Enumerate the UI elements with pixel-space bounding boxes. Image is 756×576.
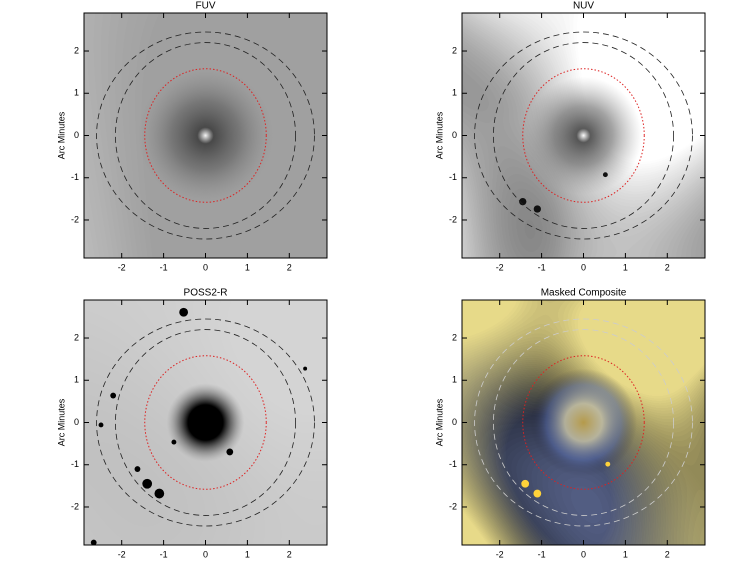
aperture-mid [115, 329, 296, 516]
galaxy-core [525, 76, 642, 195]
y-tick-label: 1 [452, 88, 457, 98]
panel: POSS2-R Arc Minutes -2 -1 0 1 2 -2 -1 0 1 2 [56, 288, 328, 559]
star [142, 478, 153, 489]
star [110, 392, 117, 399]
y-tick-label: 0 [74, 130, 79, 140]
aperture-inner [144, 68, 267, 203]
y-tick-label: 0 [452, 417, 457, 427]
x-tick-label: 0 [581, 549, 586, 559]
image [84, 13, 327, 258]
y-tick-label: 2 [452, 45, 457, 55]
y-tick-label: 0 [74, 417, 79, 427]
x-tick-label: 2 [287, 549, 292, 559]
star [171, 439, 177, 445]
image [462, 300, 705, 545]
star [154, 488, 165, 499]
star [519, 197, 527, 206]
galaxy-core [137, 66, 274, 205]
star [134, 466, 141, 472]
panel: Masked Composite Arc Minutes -2 -1 0 1 2 -2 -1 0 1… [434, 288, 706, 559]
x-tick-label: 2 [665, 262, 670, 272]
panel-title: POSS2-R [184, 288, 228, 299]
y-tick-label: -2 [449, 501, 457, 511]
aperture-outer [474, 31, 693, 240]
y-tick-label: -2 [71, 214, 79, 224]
star [303, 366, 308, 371]
y-axis-label: Arc Minutes [56, 111, 66, 159]
y-tick-label: 2 [452, 332, 457, 342]
y-tick-label: -1 [449, 459, 457, 469]
aperture-outer [474, 318, 693, 527]
image-content [462, 300, 705, 545]
star [521, 479, 530, 488]
x-tick-label: 1 [623, 549, 628, 559]
x-tick-label: -2 [496, 549, 504, 559]
y-axis-label: Arc Minutes [434, 111, 444, 159]
star [90, 539, 97, 545]
star [98, 422, 104, 428]
aperture-mid [115, 42, 296, 229]
star [226, 448, 234, 456]
aperture-inner [522, 68, 645, 203]
x-tick-label: -2 [118, 262, 126, 272]
x-tick-label: -1 [538, 262, 546, 272]
panel: FUV Arc Minutes -2 -1 0 1 2 -2 -1 0 1 2 [56, 1, 328, 272]
x-tick-label: 2 [665, 549, 670, 559]
star [602, 172, 608, 178]
y-tick-label: -2 [71, 501, 79, 511]
x-tick-label: 0 [203, 262, 208, 272]
image-content [84, 300, 327, 545]
star [605, 461, 611, 467]
y-tick-label: -1 [71, 459, 79, 469]
image-content [84, 13, 327, 258]
aperture-outer [96, 318, 315, 527]
y-tick-label: 1 [74, 88, 79, 98]
panel-title: NUV [573, 1, 594, 12]
star [533, 489, 542, 498]
x-tick-label: -1 [160, 262, 168, 272]
x-tick-label: -1 [160, 549, 168, 559]
x-tick-label: -2 [118, 549, 126, 559]
image-content [462, 13, 705, 258]
x-tick-label: 1 [245, 262, 250, 272]
aperture-inner [144, 355, 267, 490]
y-tick-label: 2 [74, 332, 79, 342]
star [533, 205, 541, 213]
y-tick-label: 0 [452, 130, 457, 140]
x-tick-label: 1 [623, 262, 628, 272]
x-tick-label: -2 [496, 262, 504, 272]
y-axis-label: Arc Minutes [56, 398, 66, 446]
y-axis-label: Arc Minutes [434, 398, 444, 446]
y-tick-label: 2 [74, 45, 79, 55]
panel-title: FUV [196, 1, 216, 12]
aperture-mid [493, 329, 674, 516]
x-tick-label: -1 [538, 549, 546, 559]
x-tick-label: 1 [245, 549, 250, 559]
image [462, 13, 705, 258]
y-tick-label: 1 [452, 375, 457, 385]
aperture-mid [493, 42, 674, 229]
y-tick-label: -1 [449, 172, 457, 182]
aperture-outer [96, 31, 315, 240]
galaxy-core [530, 368, 637, 477]
x-tick-label: 0 [581, 262, 586, 272]
y-tick-label: -1 [71, 172, 79, 182]
image [84, 300, 327, 545]
panel-title: Masked Composite [541, 288, 627, 299]
y-tick-label: 1 [74, 375, 79, 385]
star [179, 307, 189, 317]
x-tick-label: 0 [203, 549, 208, 559]
y-tick-label: -2 [449, 214, 457, 224]
x-tick-label: 2 [287, 262, 292, 272]
panel: NUV Arc Minutes -2 -1 0 1 2 -2 -1 0 1 2 [434, 1, 706, 272]
aperture-inner [522, 355, 645, 490]
galaxy-core [166, 383, 245, 462]
